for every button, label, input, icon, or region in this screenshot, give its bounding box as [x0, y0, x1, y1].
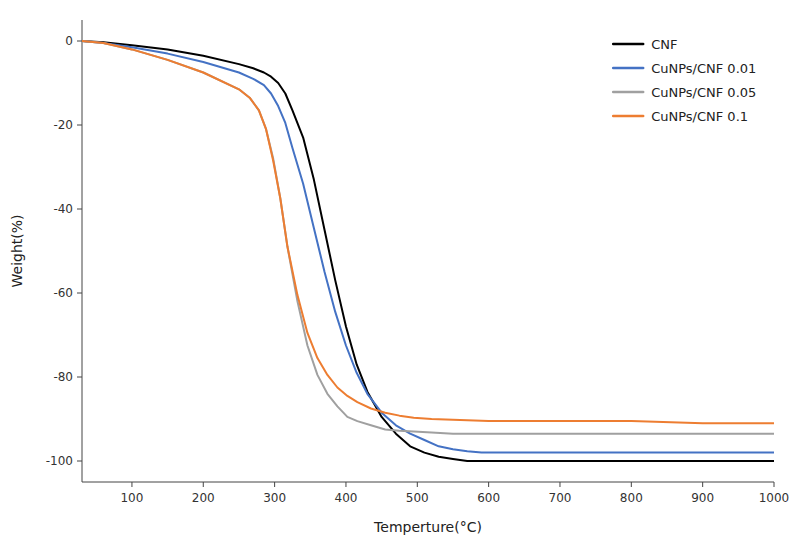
y-tick	[77, 125, 82, 126]
y-tick-label: -60	[53, 286, 73, 300]
y-axis-line	[82, 20, 83, 482]
legend-label: CNF	[651, 37, 677, 52]
legend-label: CuNPs/CNF 0.05	[651, 85, 756, 100]
legend-swatch	[613, 43, 643, 46]
x-tick-label: 1000	[759, 491, 790, 505]
legend-label: CuNPs/CNF 0.01	[651, 61, 756, 76]
line-series	[82, 41, 774, 461]
y-tick	[77, 41, 82, 42]
plot-area	[82, 41, 774, 461]
legend-label: CuNPs/CNF 0.1	[651, 109, 748, 124]
x-tick	[345, 482, 346, 487]
x-tick-label: 900	[691, 491, 714, 505]
x-tick	[702, 482, 703, 487]
x-tick	[488, 482, 489, 487]
x-axis-line	[82, 482, 774, 483]
x-tick	[417, 482, 418, 487]
x-tick	[559, 482, 560, 487]
x-tick	[131, 482, 132, 487]
x-tick-label: 800	[620, 491, 643, 505]
y-tick-label: -20	[53, 118, 73, 132]
line-series	[82, 41, 774, 434]
y-tick-label: -80	[53, 370, 73, 384]
legend-swatch	[613, 67, 643, 70]
x-tick	[203, 482, 204, 487]
legend-swatch	[613, 91, 643, 94]
y-tick	[77, 293, 82, 294]
x-tick-label: 700	[549, 491, 572, 505]
y-tick	[77, 461, 82, 462]
x-tick-label: 400	[335, 491, 358, 505]
x-tick-label: 600	[477, 491, 500, 505]
x-tick	[274, 482, 275, 487]
y-tick-label: -40	[53, 202, 73, 216]
axes: 100 200 300 400 500 600 700 800 900 1000 0 -20 -40 -6…	[46, 20, 790, 505]
y-tick-label: 0	[65, 34, 73, 48]
y-tick-label: -100	[46, 454, 73, 468]
x-tick-label: 200	[192, 491, 215, 505]
chart: 100 200 300 400 500 600 700 800 900 1000 0 -20 -40 -6…	[0, 0, 798, 548]
y-tick	[77, 377, 82, 378]
x-axis-label: Temperture(°C)	[373, 519, 482, 535]
x-tick-label: 100	[120, 491, 143, 505]
y-axis-label: Weight(%)	[9, 214, 25, 287]
y-tick	[77, 209, 82, 210]
x-tick-label: 500	[406, 491, 429, 505]
legend-swatch	[613, 115, 643, 118]
line-series	[82, 41, 774, 423]
x-tick-label: 300	[263, 491, 286, 505]
x-tick	[774, 482, 775, 487]
line-series	[82, 41, 774, 453]
x-tick	[631, 482, 632, 487]
legend: CNF CuNPs/CNF 0.01 CuNPs/CNF 0.05 CuNPs/CNF…	[613, 37, 756, 124]
